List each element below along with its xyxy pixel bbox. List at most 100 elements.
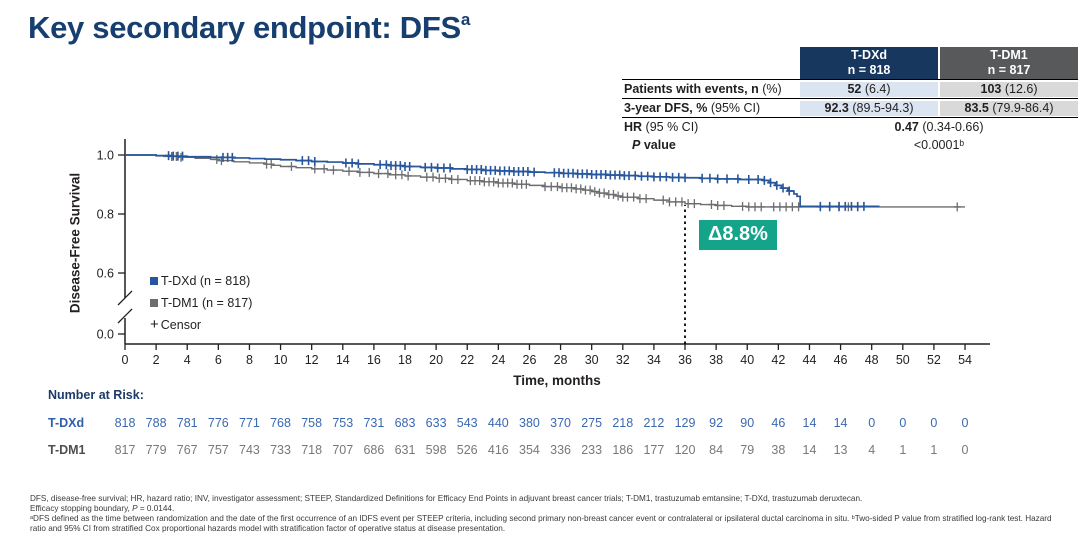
at-risk-value-t-dxd: 758 [301,416,323,430]
x-tick-label: 38 [709,353,723,367]
at-risk-value-t-dxd: 90 [740,416,755,430]
tdm1-km-curve [125,154,966,208]
at-risk-value-t-dm1: 120 [674,443,696,457]
x-tick-label: 52 [927,353,941,367]
at-risk-row-label-tdm1: T-DM1 [48,443,86,457]
at-risk-value-t-dm1: 733 [270,443,291,457]
tdm1-swatch-icon [150,299,158,307]
at-risk-value-t-dxd: 543 [456,416,478,430]
at-risk-value-t-dxd: 440 [487,416,509,430]
dfs-tdm1-bold: 83.5 [964,100,989,115]
x-tick-label: 42 [771,353,785,367]
y-tick-label: 0.0 [97,328,114,342]
at-risk-value-t-dm1: 779 [145,443,167,457]
censor-plus-icon: + [150,316,159,333]
at-risk-value-t-dxd: 753 [332,416,354,430]
dfs-tdxd-bold: 92.3 [824,100,849,115]
at-risk-value-t-dm1: 718 [301,443,323,457]
at-risk-value-t-dxd: 275 [581,416,603,430]
summary-table-header-row: T-DXd n = 818 T-DM1 n = 817 [622,47,1078,79]
events-tdm1-rest: (12.6) [1001,81,1038,96]
at-risk-value-t-dm1: 707 [332,443,354,457]
at-risk-value-t-dxd: 818 [114,416,136,430]
x-tick-label: 22 [460,353,474,367]
at-risk-value-t-dm1: 177 [643,443,665,457]
at-risk-value-t-dxd: 92 [709,416,724,430]
x-tick-label: 34 [647,353,661,367]
number-at-risk-heading: Number at Risk: [48,388,144,402]
events-tdxd-bold: 52 [847,81,862,96]
tdxd-column-name: T-DXd [850,48,888,62]
delta-annotation-badge: Δ8.8% [699,220,777,250]
at-risk-value-t-dxd: 731 [363,416,385,430]
events-tdm1-bold: 103 [980,81,1002,96]
at-risk-value-t-dm1: 233 [581,443,603,457]
x-tick-label: 24 [491,353,505,367]
y-tick-label: 0.8 [97,208,114,222]
at-risk-value-t-dxd: 683 [394,416,416,430]
at-risk-value-t-dm1: 13 [833,443,848,457]
x-tick-label: 4 [184,353,191,367]
at-risk-value-t-dm1: 598 [425,443,447,457]
footnote-stopping-boundary: Efficacy stopping boundary, P = 0.0144. [30,504,1054,514]
x-tick-label: 18 [398,353,412,367]
hazard-ratio-label: HR (95 % CI) [622,120,800,135]
page-title-superscript: a [460,9,471,29]
at-risk-value-t-dm1: 767 [176,443,198,457]
dfs-label-bold: 3-year DFS, % [624,100,708,115]
x-tick-label: 26 [523,353,537,367]
tdm1-censor-marks [168,151,961,212]
p-value-value: <0.0001ᵇ [913,137,965,152]
x-tick-label: 16 [367,353,381,367]
at-risk-value-t-dxd: 776 [207,416,229,430]
x-tick-label: 20 [429,353,443,367]
legend-item-tdm1: T-DM1 (n = 817) [150,292,252,314]
at-risk-value-t-dxd: 0 [899,416,907,430]
at-risk-value-t-dxd: 14 [802,416,817,430]
p-label-italic: P [632,137,641,152]
at-risk-value-t-dxd: 0 [868,416,876,430]
x-tick-label: 36 [678,353,692,367]
p-value-row: P value <0.0001ᵇ [622,136,1078,154]
at-risk-value-t-dxd: 768 [270,416,291,430]
at-risk-value-t-dm1: 1 [930,443,938,457]
x-tick-label: 0 [122,353,129,367]
at-risk-value-t-dxd: 212 [643,416,665,430]
at-risk-value-t-dxd: 218 [612,416,634,430]
legend-label-tdm1: T-DM1 (n = 817) [161,296,253,310]
at-risk-value-t-dxd: 380 [519,416,540,430]
x-axis-title: Time, months [513,373,601,388]
footnote-boundary-p: P [132,504,138,513]
legend-label-censor: Censor [160,318,202,332]
at-risk-value-t-dxd: 14 [833,416,848,430]
at-risk-value-t-dm1: 686 [363,443,385,457]
summary-table: T-DXd n = 818 T-DM1 n = 817 Patients wit… [622,47,1078,154]
x-tick-label: 54 [958,353,972,367]
legend-item-tdxd: T-DXd (n = 818) [150,270,252,292]
at-risk-value-t-dxd: 781 [176,416,198,430]
x-tick-label: 12 [305,353,319,367]
at-risk-value-t-dm1: 14 [802,443,817,457]
footnote-boundary-prefix: Efficacy stopping boundary, [30,504,133,513]
at-risk-value-t-dm1: 186 [612,443,634,457]
page-title-text: Key secondary endpoint: DFS [28,10,461,45]
hr-value-rest: (0.34-0.66) [918,119,984,134]
x-tick-label: 32 [616,353,630,367]
legend-item-censor: + Censor [150,314,252,336]
x-tick-label: 46 [834,353,848,367]
hr-value-bold: 0.47 [894,119,919,134]
dfs-label-rest: (95% CI) [707,100,761,115]
legend-label-tdxd: T-DXd (n = 818) [161,274,251,288]
x-tick-label: 50 [896,353,910,367]
events-row: Patients with events, n (%) 52 (6.4) 103… [622,79,1078,99]
at-risk-value-t-dm1: 84 [709,443,724,457]
at-risk-value-t-dm1: 631 [394,443,416,457]
at-risk-value-t-dm1: 0 [961,443,969,457]
x-tick-label: 30 [585,353,599,367]
at-risk-value-t-dm1: 336 [550,443,571,457]
events-label-bold: Patients with events, n [624,81,759,96]
dfs-tdm1-rest: (79.9-86.4) [988,100,1054,115]
events-tdm1-value: 103 (12.6) [940,81,1078,97]
at-risk-value-t-dm1: 4 [868,443,876,457]
